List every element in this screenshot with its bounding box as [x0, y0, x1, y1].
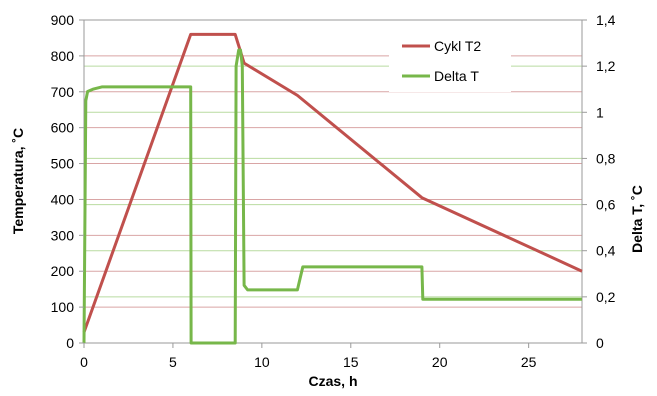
- x-axis-ticks: 0 5 10 15 20 25: [80, 343, 537, 370]
- y2-tick-label: 0,2: [596, 289, 616, 305]
- series-line-delta-t: [82, 48, 582, 345]
- y-tick-label: 0: [66, 335, 74, 351]
- y2-tick-label: 0,6: [596, 197, 616, 213]
- y2-tick-label: 0,8: [596, 150, 616, 166]
- y-tick-label: 600: [51, 120, 75, 136]
- y-tick-label: 300: [51, 227, 75, 243]
- y2-tick-label: 0,4: [596, 243, 616, 259]
- x-tick-label: 10: [254, 354, 270, 370]
- gridlines: [84, 55, 582, 308]
- y-tick-label: 800: [51, 48, 75, 64]
- y-axis-right-ticks: 0 0,2 0,4 0,6 0,8 1 1,2 1,4: [582, 12, 616, 351]
- x-tick-label: 5: [169, 354, 177, 370]
- y-tick-label: 200: [51, 263, 75, 279]
- y-tick-label: 900: [51, 12, 75, 28]
- x-axis-title: Czas, h: [308, 373, 357, 389]
- x-tick-label: 15: [343, 354, 359, 370]
- x-tick-label: 0: [80, 354, 88, 370]
- y-axis-left-title: Temperatura, ˚C: [10, 128, 26, 234]
- x-tick-label: 25: [521, 354, 537, 370]
- y2-tick-label: 1: [596, 104, 604, 120]
- y-tick-label: 500: [51, 156, 75, 172]
- legend-box: [389, 30, 511, 92]
- y-axis-left-ticks: 0 100 200 300 400 500 600 700 800 900: [51, 12, 84, 351]
- y2-tick-label: 1,2: [596, 58, 616, 74]
- y-tick-label: 700: [51, 84, 75, 100]
- y-tick-label: 100: [51, 299, 75, 315]
- legend-label-delta-t: Delta T: [434, 68, 479, 84]
- y-tick-label: 400: [51, 191, 75, 207]
- legend-label-cykl-t2: Cykl T2: [434, 38, 481, 54]
- x-tick-label: 20: [432, 354, 448, 370]
- y-axis-right-title: Delta T, ˚C: [629, 185, 645, 253]
- y2-tick-label: 1,4: [596, 12, 616, 28]
- series-line-cykl-t2: [82, 32, 583, 333]
- series-layer: [82, 32, 583, 345]
- y2-tick-label: 0: [596, 335, 604, 351]
- legend: Cykl T2 Delta T: [389, 30, 511, 92]
